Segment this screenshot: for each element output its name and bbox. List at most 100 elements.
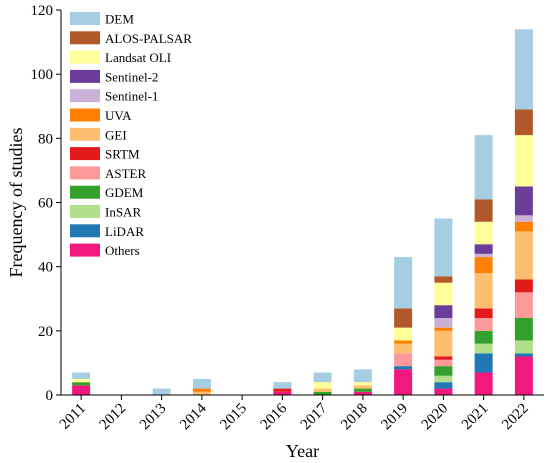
bar-segment-insar-2020 <box>434 375 453 383</box>
x-tick-label: 2015 <box>217 401 250 434</box>
bars-layer <box>72 29 533 395</box>
bar-segment-gei-2020 <box>434 330 453 357</box>
legend-label-others: Others <box>105 243 140 258</box>
bar-segment-dem-2022 <box>514 29 533 110</box>
x-tick-label: 2019 <box>378 401 411 434</box>
bar-segment-sentinel-1-2020 <box>434 318 453 328</box>
y-tick-label: 0 <box>46 388 54 404</box>
bar-segment-sentinel-1-2021 <box>474 253 493 258</box>
x-tick-label: 2013 <box>137 401 170 434</box>
bar-segment-landsat-oli-2022 <box>514 135 533 187</box>
x-tick-label: 2016 <box>258 400 291 433</box>
legend-label-uva: UVA <box>105 108 132 123</box>
legend: DEM ALOS-PALSAR Landsat OLI Sentinel-2 Senti… <box>70 12 192 258</box>
bar-segment-gdem-2017 <box>313 391 332 395</box>
bar-segment-landsat-oli-2018 <box>353 382 372 386</box>
x-tick-label: 2012 <box>97 401 130 434</box>
bar-segment-uva-2019 <box>394 340 413 344</box>
bar-segment-landsat-oli-2021 <box>474 221 493 245</box>
x-tick-label: 2011 <box>57 401 89 433</box>
bar-segment-dem-2014 <box>192 378 211 389</box>
bar-segment-others-2016 <box>273 391 292 395</box>
bar-segment-others-2011 <box>72 385 91 395</box>
legend-label-sentinel-2: Sentinel-2 <box>105 69 158 84</box>
y-tick-label: 60 <box>38 196 53 212</box>
y-tick-label: 40 <box>38 260 53 276</box>
x-tick-label: 2018 <box>338 401 371 434</box>
bar-segment-others-2022 <box>514 356 533 395</box>
bar-segment-srtm-2016 <box>273 388 292 392</box>
bar-segment-srtm-2020 <box>434 356 453 360</box>
bar-segment-sentinel-2-2022 <box>514 186 533 216</box>
bar-segment-landsat-oli-2019 <box>394 327 413 341</box>
legend-swatch-others <box>70 243 100 257</box>
bar-segment-gei-2017 <box>313 388 332 392</box>
legend-swatch-gei <box>70 127 100 141</box>
bar-segment-dem-2016 <box>273 382 292 389</box>
bar-segment-uva-2022 <box>514 221 533 232</box>
legend-label-gdem: GDEM <box>105 185 144 200</box>
x-tick-label: 2020 <box>419 401 452 434</box>
bar-segment-dem-2020 <box>434 218 453 277</box>
legend-label-alos-palsar: ALOS-PALSAR <box>105 31 192 46</box>
legend-label-insar: InSAR <box>105 205 141 220</box>
x-axis-title: Year <box>286 441 319 461</box>
bar-segment-sentinel-1-2022 <box>514 215 533 222</box>
x-tick-label: 2017 <box>298 400 331 433</box>
bar-segment-insar-2021 <box>474 343 493 354</box>
legend-label-srtm: SRTM <box>105 147 140 162</box>
bar-segment-uva-2014 <box>192 388 211 392</box>
bar-segment-others-2019 <box>394 369 413 395</box>
bar-segment-srtm-2021 <box>474 308 493 318</box>
bar-segment-others-2020 <box>434 388 453 395</box>
bar-segment-dem-2021 <box>474 135 493 200</box>
x-tick-label: 2021 <box>459 401 492 434</box>
bar-segment-gei-2019 <box>394 343 413 354</box>
bar-segment-gdem-2021 <box>474 330 493 344</box>
legend-label-dem: DEM <box>105 12 134 27</box>
bar-segment-uva-2021 <box>474 257 493 274</box>
bar-segment-lidar-2021 <box>474 353 493 373</box>
bar-segment-gdem-2022 <box>514 318 533 341</box>
bar-segment-alos-palsar-2022 <box>514 109 533 136</box>
bar-segment-aster-2022 <box>514 292 533 318</box>
bar-segment-insar-2022 <box>514 340 533 354</box>
legend-swatch-lidar <box>70 224 100 238</box>
legend-swatch-dem <box>70 12 100 25</box>
bar-segment-others-2021 <box>474 372 493 395</box>
bar-segment-gei-2014 <box>192 391 211 395</box>
y-tick-label: 20 <box>38 324 53 340</box>
bar-segment-gdem-2020 <box>434 366 453 376</box>
legend-swatch-insar <box>70 205 100 218</box>
bar-segment-uva-2020 <box>434 327 453 331</box>
bar-segment-alos-palsar-2020 <box>434 276 453 283</box>
legend-swatch-sentinel-2 <box>70 69 100 83</box>
bar-segment-dem-2017 <box>313 372 332 383</box>
bar-segment-gei-2022 <box>514 231 533 280</box>
legend-swatch-aster <box>70 166 100 180</box>
bar-segment-aster-2020 <box>434 359 453 367</box>
bar-segment-sentinel-2-2021 <box>474 244 493 254</box>
y-tick-label: 120 <box>31 3 54 19</box>
bar-segment-srtm-2022 <box>514 279 533 293</box>
axes-layer <box>60 10 544 396</box>
legend-swatch-srtm <box>70 147 100 161</box>
x-ticks: 2011 2012 2013 2014 2015 2016 2017 2018 2019 2020… <box>57 395 532 433</box>
y-tick-label: 100 <box>31 67 54 83</box>
legend-swatch-sentinel-1 <box>70 89 100 103</box>
bar-segment-alos-palsar-2021 <box>474 199 493 222</box>
legend-label-gei: GEI <box>105 127 127 142</box>
legend-label-aster: ASTER <box>105 166 147 181</box>
x-tick-label: 2022 <box>499 401 532 434</box>
bar-segment-dem-2019 <box>394 257 413 309</box>
bar-segment-dem-2018 <box>353 369 372 383</box>
legend-swatch-landsat-oli <box>70 50 100 64</box>
bar-segment-landsat-oli-2017 <box>313 382 332 389</box>
bar-segment-lidar-2020 <box>434 382 453 389</box>
bar-segment-dem-2011 <box>72 372 91 379</box>
bar-segment-gdem-2018 <box>353 388 372 392</box>
bar-segment-gei-2018 <box>353 385 372 389</box>
bar-segment-gei-2021 <box>474 273 493 309</box>
y-ticks: 0 20 40 60 80 100 120 <box>31 3 61 404</box>
